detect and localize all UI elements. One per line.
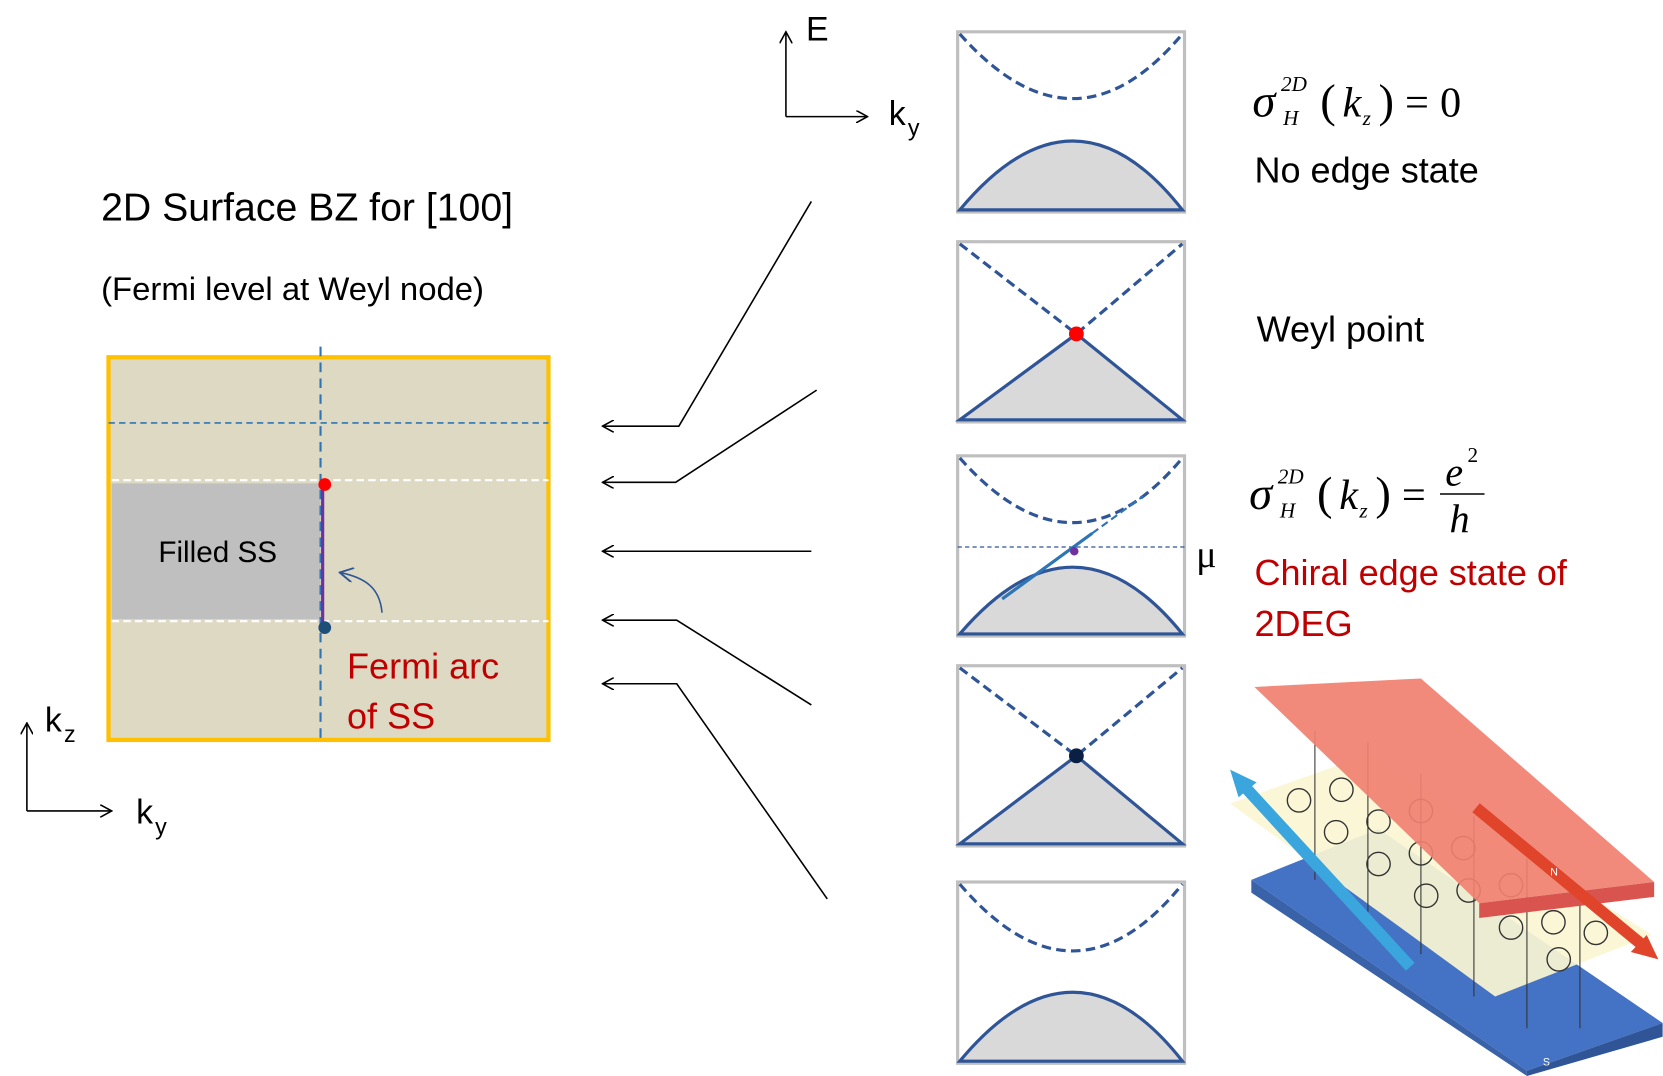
- weyl-dot: [1069, 327, 1084, 342]
- formula-sup: 2D: [1278, 464, 1304, 488]
- filled-label: Filled SS: [158, 536, 277, 569]
- band-panel: [958, 32, 1185, 212]
- mu-label: μ: [1196, 534, 1216, 576]
- crossing-dot: [1070, 547, 1078, 555]
- chiral-label: Chiral edge state of: [1254, 552, 1567, 593]
- formula-numerator: e: [1445, 450, 1463, 495]
- formula-denominator: h: [1450, 496, 1470, 541]
- arc-label: Fermi arc: [347, 645, 499, 686]
- pointer: [603, 684, 828, 899]
- hall-illustration: N S: [1230, 678, 1663, 1076]
- weyl-dot: [1069, 748, 1084, 763]
- magnet-label: S: [1543, 1056, 1550, 1068]
- arc-label: of SS: [347, 695, 435, 736]
- weyl-node: [318, 621, 331, 634]
- formula-equals: =: [1402, 472, 1426, 519]
- axis-subscript: y: [155, 813, 167, 839]
- axis-label: k: [889, 95, 906, 133]
- formula-arg: k: [1342, 80, 1362, 127]
- formula: σ 2D H ( k z ) = 0: [1252, 72, 1461, 130]
- formula-paren: (: [1320, 76, 1336, 128]
- panel-subtitle: (Fermi level at Weyl node): [101, 270, 484, 307]
- formula-sub: H: [1279, 498, 1297, 522]
- axis-label: k: [136, 794, 153, 832]
- band-panel: [958, 242, 1185, 422]
- page: Weyl semimetal surface BZ html, body { m…: [0, 0, 1663, 1076]
- formula-sub: z: [1362, 106, 1371, 130]
- axis-label: E: [806, 10, 829, 48]
- pointer: [603, 390, 817, 482]
- weyl-node: [318, 478, 331, 491]
- axis-label: k: [45, 701, 62, 739]
- band-panel: [958, 882, 1185, 1063]
- formula-paren: ): [1375, 468, 1391, 520]
- panel-title: 2D Surface BZ for [100]: [101, 186, 513, 230]
- formula-paren: ): [1379, 76, 1395, 128]
- chiral-label: 2DEG: [1254, 603, 1352, 644]
- axis-subscript: z: [64, 721, 76, 747]
- magnet-label: N: [1550, 867, 1558, 879]
- body: {"surface_panel": {"title": "2D Surface …: [0, 0, 1663, 1076]
- formula: σ 2D H ( k z ) = e 2 h: [1249, 443, 1484, 541]
- formula-symbol: σ: [1252, 76, 1277, 128]
- band-panel: [958, 666, 1185, 846]
- formula-paren: (: [1317, 468, 1333, 520]
- formula-sub: H: [1282, 106, 1300, 130]
- state-label: No edge state: [1254, 149, 1478, 190]
- formula-sub: z: [1358, 498, 1367, 522]
- diagram: 2D Surface BZ for [100] (Fermi level at …: [0, 0, 1663, 1076]
- formula-equals: =: [1405, 80, 1429, 127]
- formula-rhs: 0: [1440, 80, 1461, 127]
- formula-symbol: σ: [1249, 468, 1274, 520]
- formula-sup: 2: [1468, 443, 1479, 467]
- pointer: [603, 620, 812, 705]
- formula-sup: 2D: [1281, 72, 1307, 96]
- axis-subscript: y: [908, 115, 920, 141]
- state-label: Weyl point: [1257, 308, 1425, 349]
- band-panel: [958, 456, 1185, 636]
- pointer: [603, 201, 812, 426]
- formula-arg: k: [1339, 472, 1359, 519]
